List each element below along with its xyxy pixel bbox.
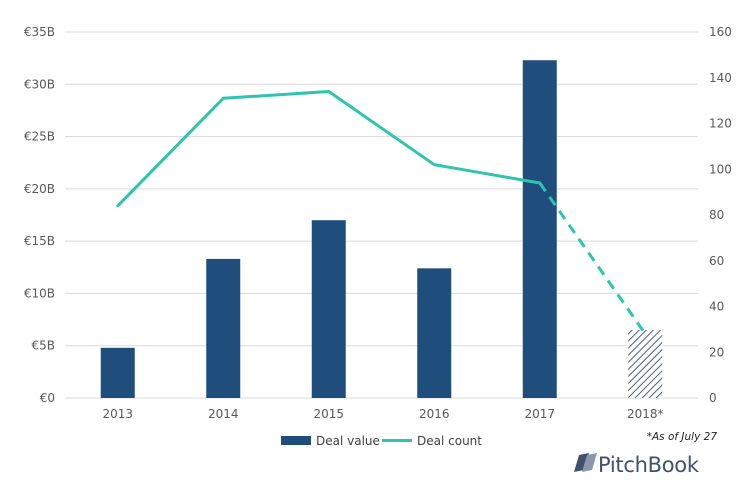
line-deal-count [116, 90, 542, 208]
legend: Deal value Deal count [281, 434, 482, 448]
left-tick-label: €25B [24, 130, 55, 144]
pitchbook-logo: PitchBook [574, 453, 700, 477]
left-axis: €0 €5B €10B €15B €20B €25B €30B €35B [24, 25, 55, 405]
right-tick-label: 40 [709, 300, 724, 314]
x-axis: 2013 2014 2015 2016 2017 2018* [102, 407, 663, 421]
bar-deal-value [100, 347, 135, 398]
x-tick-label: 2015 [313, 407, 344, 421]
left-tick-label: €35B [24, 25, 55, 39]
bar-deal-value-partial [628, 330, 663, 398]
x-tick-label: 2014 [208, 407, 239, 421]
left-tick-label: €10B [24, 286, 55, 300]
left-tick-label: €0 [40, 391, 55, 405]
footnote: *As of July 27 [647, 431, 718, 443]
x-tick-label: 2017 [524, 407, 555, 421]
left-tick-label: €20B [24, 182, 55, 196]
deal-value-bars [100, 60, 663, 399]
deal-count-line [116, 90, 647, 335]
left-tick-label: €30B [24, 77, 55, 91]
right-tick-label: 160 [709, 25, 732, 39]
right-tick-label: 120 [709, 117, 732, 131]
bar-deal-value [522, 60, 557, 399]
line-deal-count-partial [538, 182, 647, 335]
right-tick-label: 140 [709, 71, 732, 85]
brand-name: PitchBook [598, 453, 700, 477]
legend-swatch-deal-value [281, 436, 311, 445]
right-tick-label: 20 [709, 345, 724, 359]
legend-label-deal-count: Deal count [417, 434, 482, 448]
left-tick-label: €5B [31, 339, 55, 353]
book-icon [574, 453, 597, 472]
x-tick-label: 2013 [102, 407, 133, 421]
legend-label-deal-value: Deal value [316, 434, 380, 448]
x-tick-label: 2018* [627, 407, 664, 421]
x-tick-label: 2016 [419, 407, 450, 421]
right-axis: 0 20 40 60 80 100 120 140 160 [709, 25, 732, 405]
bar-deal-value [206, 258, 241, 398]
right-tick-label: 100 [709, 162, 732, 176]
bar-deal-value [417, 268, 452, 398]
bar-deal-value [311, 220, 346, 398]
gridlines [65, 31, 698, 399]
left-tick-label: €15B [24, 234, 55, 248]
right-tick-label: 80 [709, 208, 724, 222]
right-tick-label: 60 [709, 254, 724, 268]
right-tick-label: 0 [709, 391, 717, 405]
